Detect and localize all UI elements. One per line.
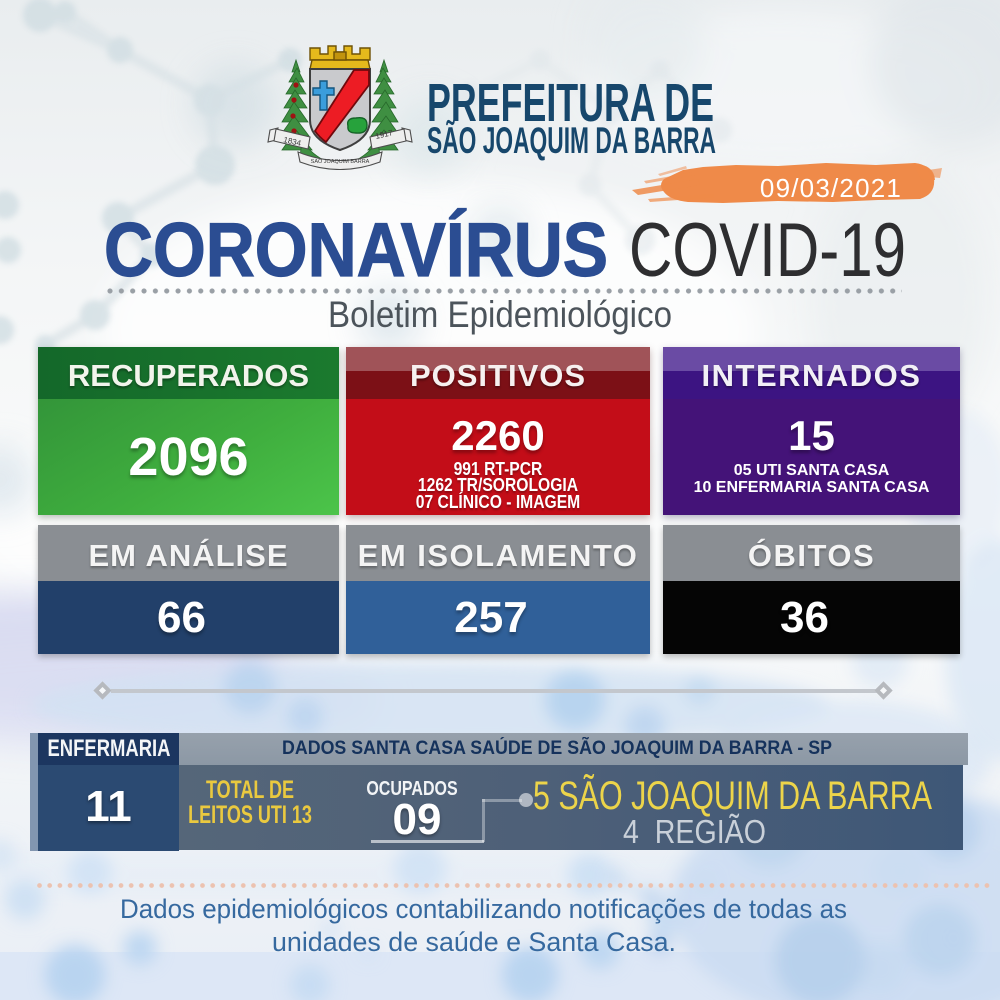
svg-text:1917: 1917 bbox=[374, 128, 394, 141]
svg-text:1834: 1834 bbox=[283, 135, 303, 148]
svg-text:09/03/2021: 09/03/2021 bbox=[760, 173, 902, 203]
svg-text:SAO JOAQUIM BARRA: SAO JOAQUIM BARRA bbox=[311, 159, 370, 165]
